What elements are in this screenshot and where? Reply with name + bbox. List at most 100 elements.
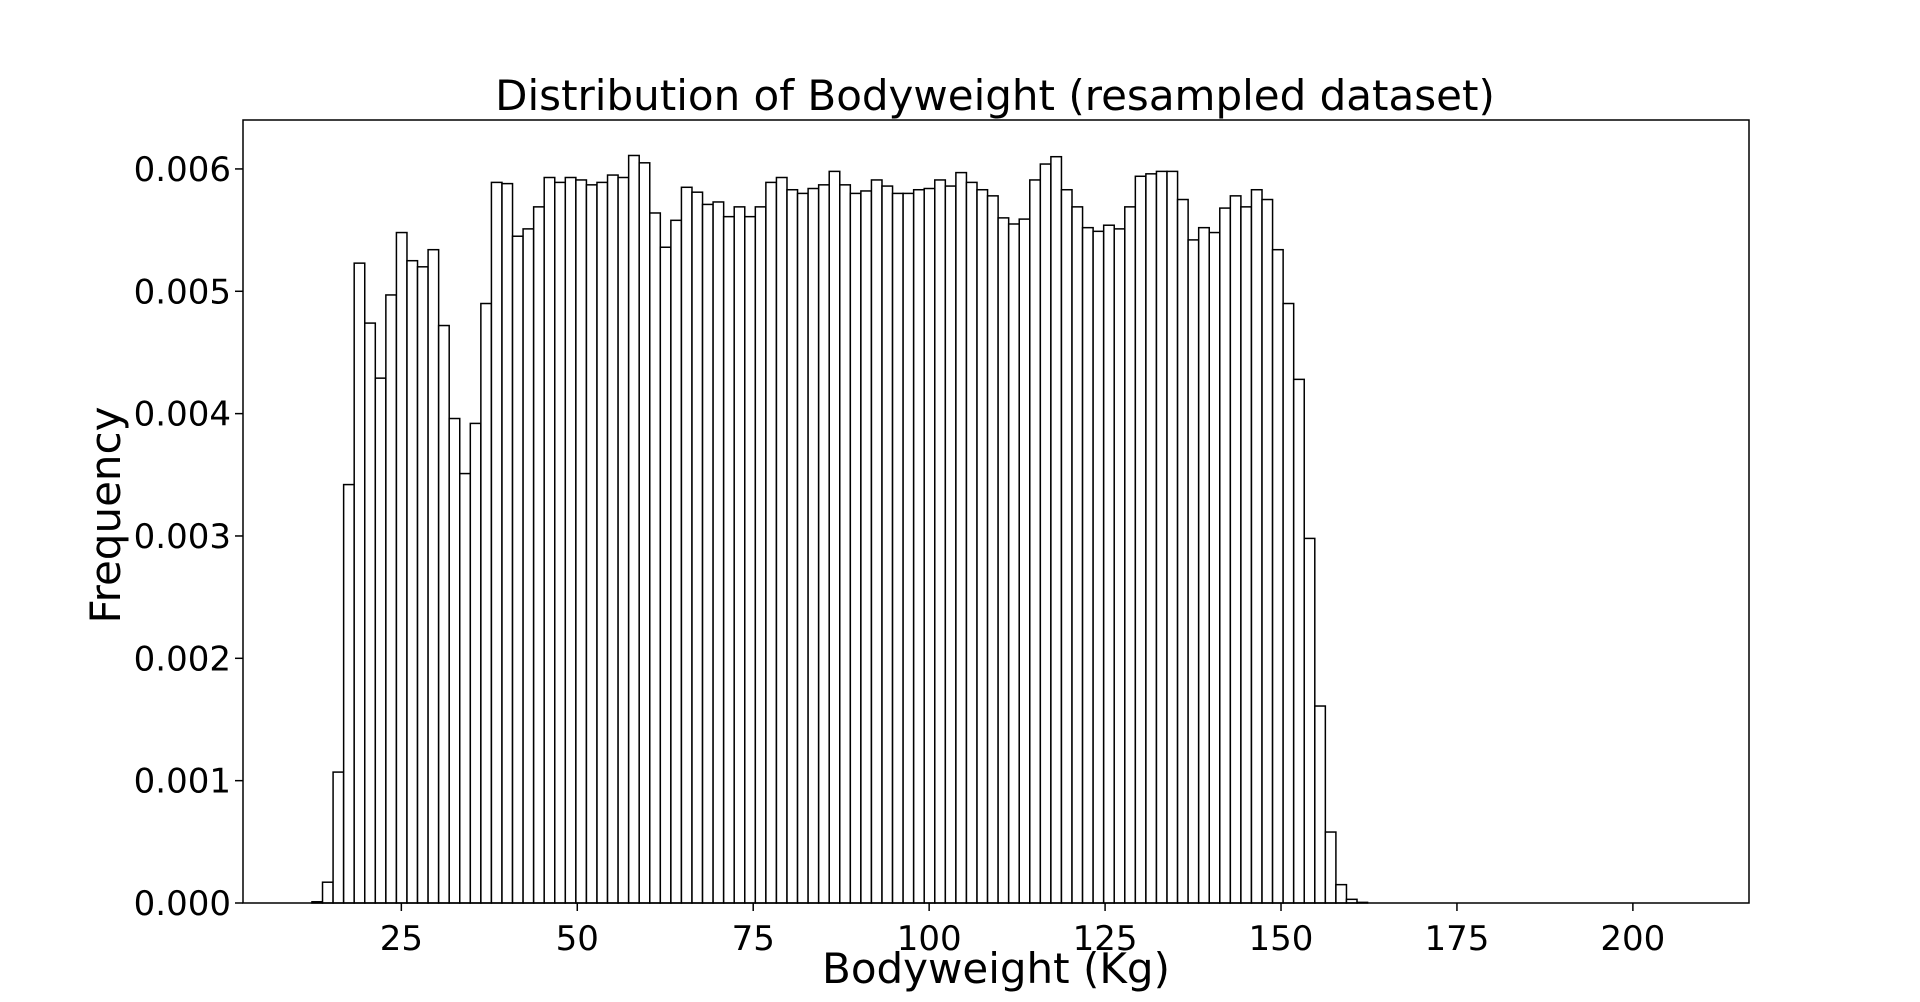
x-axis-ticks: 25 50 75 100 125 150 175 200 <box>380 903 1665 959</box>
histogram-bar <box>480 302 493 904</box>
x-axis-title: Bodyweight (Kg) <box>822 944 1170 993</box>
histogram-bar <box>342 483 355 904</box>
histogram-bar <box>1113 228 1126 904</box>
histogram-bar <box>1176 198 1189 904</box>
histogram-bar <box>965 181 978 904</box>
histogram-bar <box>828 170 841 904</box>
histogram-bar <box>1092 230 1105 904</box>
histogram-bar <box>511 235 524 904</box>
histogram-bar <box>374 377 387 904</box>
histogram-bar <box>1145 173 1158 904</box>
histogram-bar <box>1007 223 1020 904</box>
histogram-bar <box>638 162 651 904</box>
histogram-bar <box>321 881 334 904</box>
histogram-bar <box>554 181 567 904</box>
y-tick-label: 0.004 <box>134 395 231 435</box>
histogram-bar <box>923 187 936 904</box>
x-tick-label: 125 <box>1073 919 1138 959</box>
histogram-bar <box>606 174 619 904</box>
x-tick-label: 200 <box>1600 919 1665 959</box>
histogram-bar <box>459 472 472 904</box>
y-tick-label: 0.001 <box>134 762 231 802</box>
histogram-bar <box>596 181 609 904</box>
histogram-bar <box>575 179 588 904</box>
histogram-bar <box>997 217 1010 904</box>
x-tick-label: 100 <box>897 919 962 959</box>
histogram-bar <box>817 184 830 904</box>
histogram-bar <box>670 219 683 904</box>
y-tick-label: 0.002 <box>134 639 231 679</box>
histogram-bar <box>701 203 714 904</box>
histogram-bar <box>1134 175 1147 904</box>
histogram-bar <box>1303 537 1316 904</box>
histogram-bar <box>807 187 820 904</box>
histogram-bar <box>1187 239 1200 904</box>
histogram-bar <box>1335 883 1348 904</box>
histogram-bar <box>1081 226 1094 904</box>
histogram-bar <box>733 206 746 904</box>
histogram-bar <box>1050 155 1063 904</box>
histogram-bar <box>1060 188 1073 904</box>
y-axis-ticks: 0.000 0.001 0.002 0.003 0.004 0.005 0.006 <box>134 150 243 924</box>
y-axis-title: Frequency <box>81 407 130 624</box>
histogram-bar <box>1271 248 1284 904</box>
histogram-bar <box>1166 170 1179 904</box>
histogram-bar <box>1229 195 1242 904</box>
x-tick-label: 50 <box>556 919 599 959</box>
histogram-bar <box>332 771 345 904</box>
histogram-bar <box>944 185 957 904</box>
histogram-bar <box>870 179 883 904</box>
histogram-bar <box>416 266 429 904</box>
histogram-bar <box>1018 218 1031 904</box>
x-tick-label: 150 <box>1249 919 1314 959</box>
histogram-bar <box>353 262 366 904</box>
histogram-bar <box>1197 226 1210 904</box>
histogram-bar <box>1029 179 1042 904</box>
histogram-bar <box>627 154 640 904</box>
histogram-bar <box>659 246 672 904</box>
histogram-bar <box>395 231 408 904</box>
histogram-bar <box>1292 378 1305 904</box>
histogram-bar <box>775 176 788 904</box>
histogram-bar <box>976 188 989 904</box>
histogram-bar <box>860 190 873 904</box>
histogram-bar <box>469 422 482 904</box>
histogram-bar <box>1208 231 1221 904</box>
histogram-bar <box>1155 170 1168 904</box>
histogram-bar <box>1314 705 1327 904</box>
histogram-bar <box>796 192 809 904</box>
histogram-bar <box>934 179 947 904</box>
plot-frame <box>242 119 1750 904</box>
histogram-bar <box>839 184 852 904</box>
histogram-bar <box>1102 224 1115 904</box>
y-tick-label: 0.006 <box>134 150 231 190</box>
histogram-bar <box>1071 206 1084 904</box>
histogram-bar <box>363 322 377 904</box>
histogram-bar <box>1282 302 1295 904</box>
histogram-bar <box>912 188 925 904</box>
histogram-bar <box>585 184 598 904</box>
histogram-bar <box>543 176 556 904</box>
histogram-bar <box>1250 188 1263 904</box>
histogram-bar <box>744 215 757 904</box>
histogram-bar <box>448 417 461 904</box>
histogram-bar <box>522 228 535 904</box>
histogram-bar <box>786 188 799 904</box>
histogram-bar <box>532 206 545 904</box>
x-tick-label: 25 <box>380 919 423 959</box>
histogram-bar <box>881 185 894 904</box>
histogram-bar <box>617 176 630 904</box>
histogram-bar <box>490 181 503 904</box>
histogram-bar <box>712 201 725 904</box>
histogram-bar <box>902 192 915 904</box>
histogram-bar <box>649 212 662 904</box>
histogram-bar <box>501 182 514 904</box>
histogram-bar <box>891 192 904 904</box>
histogram-bar <box>437 324 450 904</box>
histogram-bar <box>754 206 767 904</box>
histogram-bar <box>722 215 735 904</box>
histogram-bar <box>691 191 704 904</box>
y-tick-label: 0.000 <box>134 884 231 924</box>
histogram-bar <box>564 176 577 904</box>
